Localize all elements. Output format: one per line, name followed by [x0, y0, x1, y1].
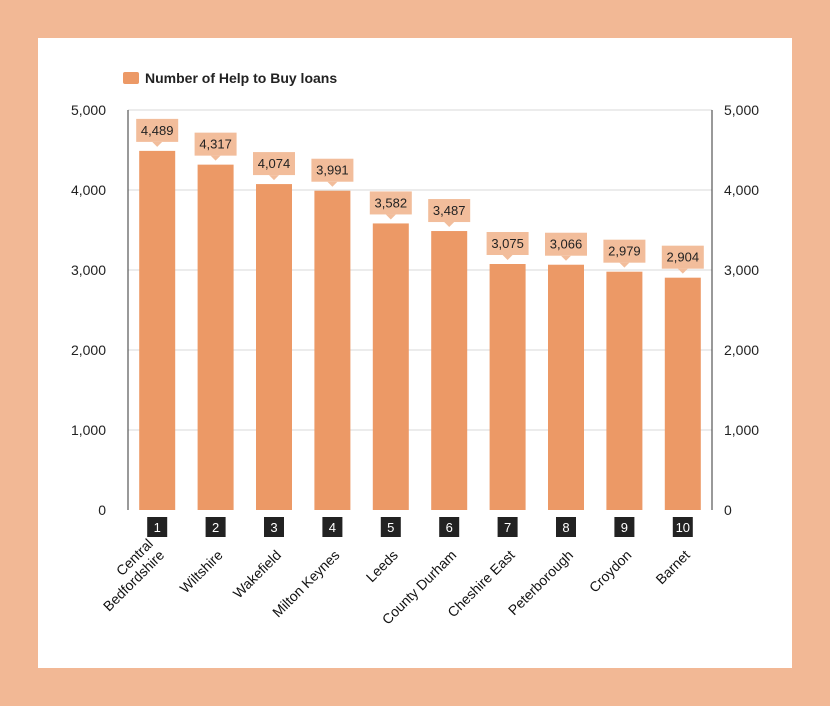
data-label: 3,582: [375, 195, 408, 210]
data-label-box: [428, 199, 471, 223]
rank-box: [556, 517, 576, 537]
bar-10: [664, 277, 701, 510]
data-label-pointer: [502, 255, 513, 260]
bar-1: [139, 150, 176, 510]
category-label: Leeds: [363, 547, 401, 585]
data-label: 3,075: [491, 236, 524, 251]
data-label: 3,991: [316, 163, 349, 178]
category-label: Croydon: [586, 547, 635, 596]
rank-number: 7: [504, 520, 511, 535]
data-label: 2,979: [608, 244, 641, 259]
data-label-box: [369, 191, 412, 215]
category-label: Wakefield: [230, 547, 284, 601]
data-label: 4,074: [258, 156, 291, 171]
data-label-pointer: [677, 268, 688, 274]
bar-7: [489, 264, 526, 510]
rank-number: 4: [329, 520, 336, 535]
rank-box: [147, 517, 168, 537]
y-tick-label-left: 0: [98, 502, 106, 518]
rank-number: 5: [387, 520, 394, 535]
category-label: Wiltshire: [176, 547, 225, 596]
bar-3: [256, 184, 292, 510]
y-tick-label-right: 5,000: [724, 102, 759, 118]
y-tick-label-right: 0: [724, 502, 732, 518]
rank-number: 10: [676, 520, 690, 535]
bar-8: [548, 264, 584, 510]
y-tick-label-left: 4,000: [71, 182, 106, 198]
rank-box: [614, 517, 635, 537]
data-label-box: [311, 158, 354, 182]
data-label-pointer: [327, 181, 338, 187]
data-label-box: [136, 118, 179, 142]
y-tick-label-left: 3,000: [71, 262, 106, 278]
category-label: Barnet: [652, 547, 693, 588]
data-label-box: [545, 232, 587, 256]
y-tick-label-right: 4,000: [724, 182, 759, 198]
data-label-pointer: [619, 262, 630, 268]
y-tick-label-right: 1,000: [724, 422, 759, 438]
bar-6: [431, 231, 468, 511]
y-tick-label-right: 2,000: [724, 342, 759, 358]
category-label-line: Wakefield: [230, 547, 284, 601]
legend-label: Number of Help to Buy loans: [145, 70, 337, 86]
rank-number: 8: [562, 520, 569, 535]
data-label-box: [194, 132, 237, 156]
rank-number: 9: [621, 520, 628, 535]
legend-swatch: [123, 72, 139, 84]
data-label-pointer: [561, 255, 571, 261]
data-label-box: [253, 152, 295, 176]
data-label: 4,489: [141, 123, 174, 138]
bar-5: [372, 223, 409, 510]
rank-box: [380, 517, 401, 537]
data-label-pointer: [269, 175, 279, 181]
y-tick-label-left: 5,000: [71, 102, 106, 118]
rank-number: 3: [270, 520, 277, 535]
data-label-box: [486, 232, 529, 255]
rank-box: [322, 517, 343, 537]
rank-number: 6: [446, 520, 453, 535]
y-tick-label-left: 2,000: [71, 342, 106, 358]
chart-card: 0 0 1,000 1,000 2,000 2,000 3,000 3,000 4,000 4,0…: [38, 38, 792, 668]
rank-box: [264, 517, 284, 537]
data-label-pointer: [385, 214, 396, 220]
y-tick-label-left: 1,000: [71, 422, 106, 438]
data-label-pointer: [210, 155, 221, 161]
data-label: 3,066: [550, 237, 583, 252]
bar-4: [314, 190, 351, 510]
data-label: 2,904: [667, 250, 700, 265]
data-label-box: [603, 239, 646, 263]
y-tick-label-right: 3,000: [724, 262, 759, 278]
rank-number: 2: [212, 520, 219, 535]
category-label-line: Croydon: [586, 547, 635, 596]
rank-box: [205, 517, 226, 537]
bar-chart: 0 0 1,000 1,000 2,000 2,000 3,000 3,000 4,000 4,0…: [71, 70, 759, 627]
category-label-line: Wiltshire: [176, 547, 225, 596]
bar-9: [606, 271, 643, 510]
category-label-line: Leeds: [363, 547, 401, 585]
data-label: 4,317: [199, 137, 232, 152]
rank-number: 1: [154, 520, 161, 535]
category-label-line: Barnet: [652, 547, 693, 588]
data-label-box: [661, 245, 704, 269]
rank-box: [497, 517, 518, 537]
rank-box: [439, 517, 460, 537]
data-label: 3,487: [433, 203, 466, 218]
rank-box: [672, 517, 693, 537]
bar-2: [197, 164, 234, 510]
data-label-pointer: [444, 222, 455, 228]
data-label-pointer: [152, 141, 163, 147]
